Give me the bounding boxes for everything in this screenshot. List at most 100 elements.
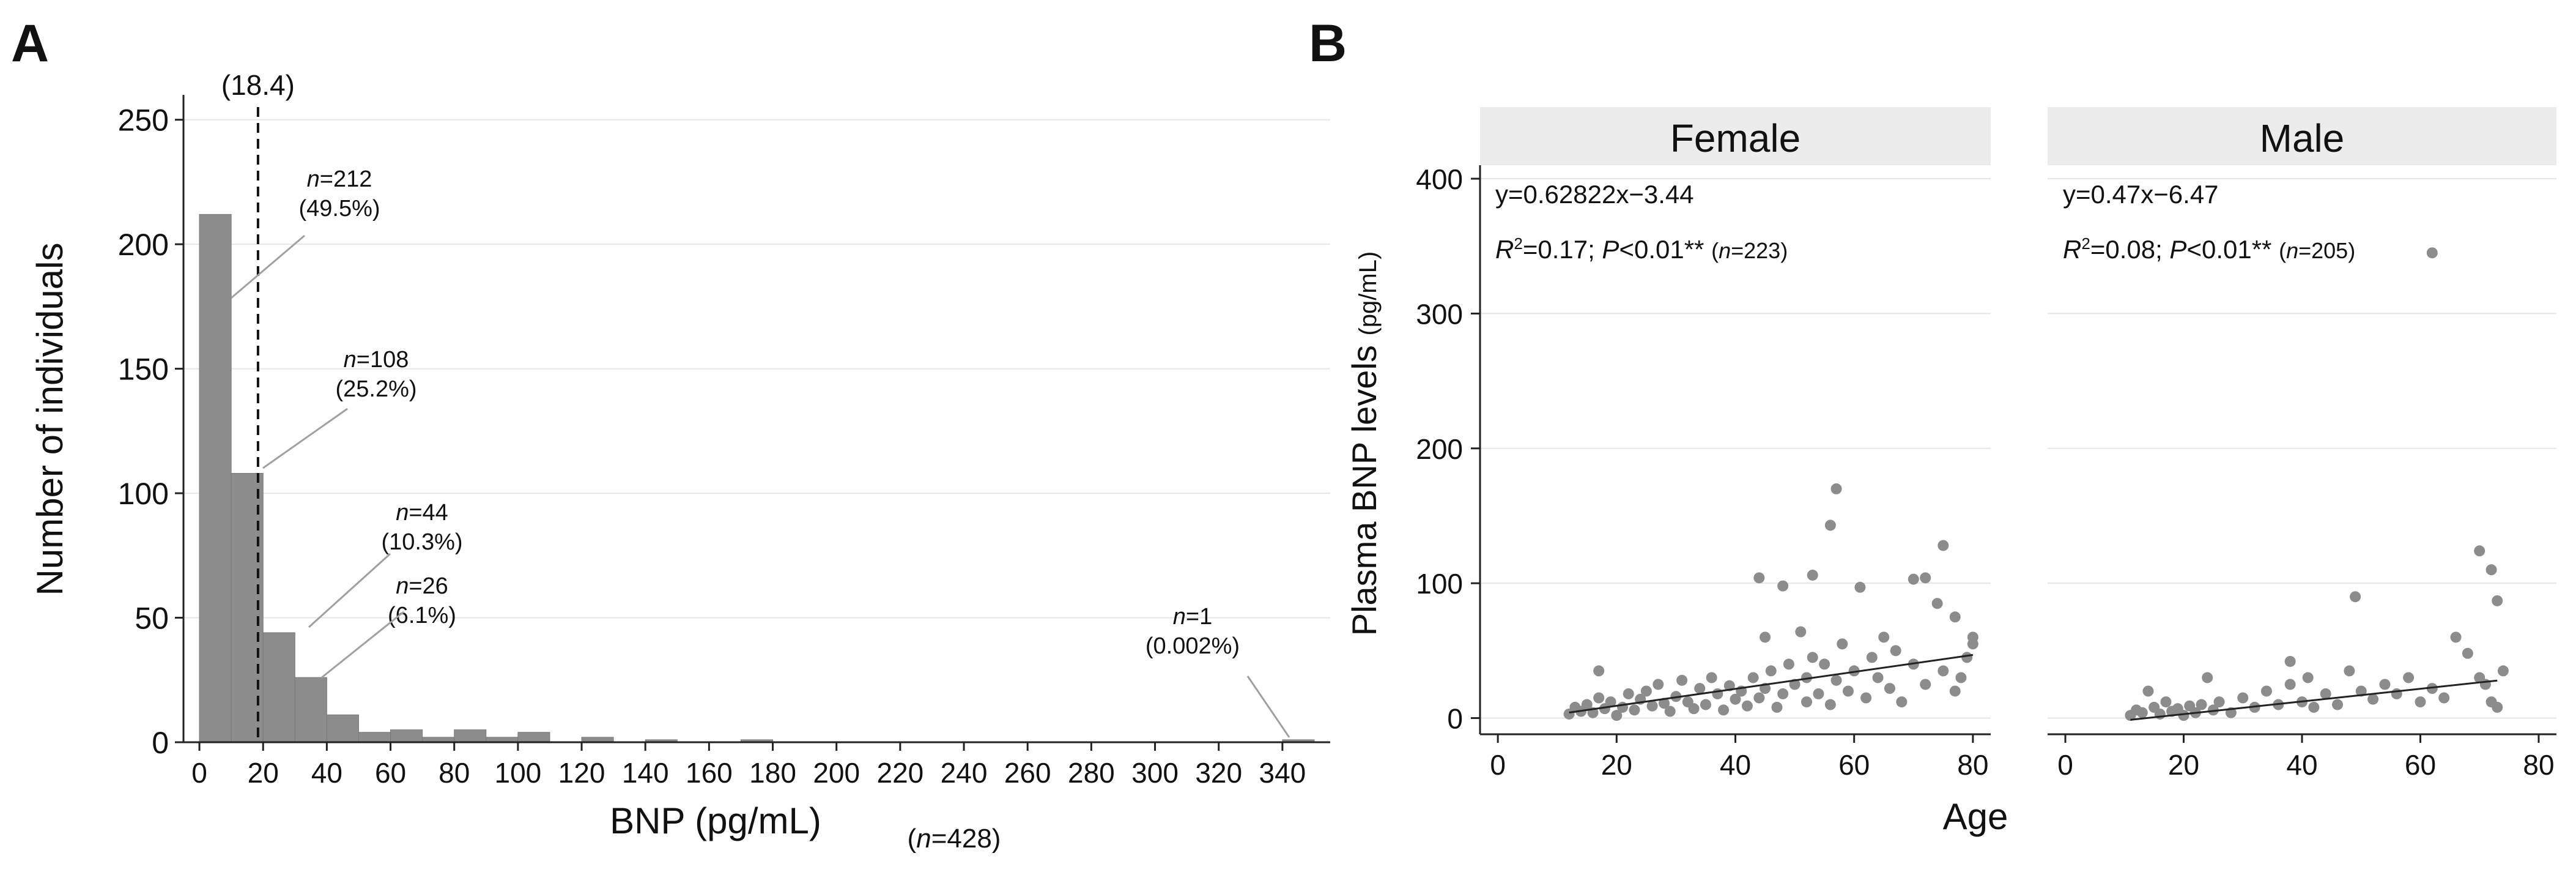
x-tick-label: 220 (877, 757, 924, 789)
data-point (1694, 683, 1706, 694)
data-point (2474, 545, 2485, 557)
data-point (2213, 696, 2225, 708)
y-tick-label: 250 (118, 103, 169, 138)
data-point (2426, 247, 2438, 259)
data-point (2485, 564, 2497, 576)
x-tick-label: 280 (1068, 757, 1115, 789)
data-point (1848, 665, 1860, 677)
data-point (2237, 692, 2249, 704)
data-point (1884, 683, 1895, 694)
data-point (1664, 706, 1676, 717)
data-point (2207, 704, 2219, 716)
y-tick-label: 300 (1416, 298, 1463, 330)
data-point (1955, 672, 1967, 683)
data-point (1890, 645, 1901, 657)
data-point (1908, 573, 1919, 585)
x-tick-label: 140 (622, 757, 669, 789)
scatter-panels: Female 0 20 40 60 80 y=0.62822x−3.44 R2=0.17; P… (1480, 107, 2556, 781)
data-point (2379, 679, 2391, 690)
data-point (1967, 631, 1978, 643)
annotation-count: n=1 (1173, 604, 1212, 630)
data-point (2462, 647, 2473, 659)
data-point (1920, 572, 1931, 584)
data-point (1753, 572, 1765, 584)
x-tick-label: 240 (941, 757, 988, 789)
x-tick-label: 120 (558, 757, 605, 789)
histogram-gridlines (183, 119, 1330, 619)
data-point (2202, 672, 2213, 683)
data-point (1872, 672, 1884, 683)
y-tick-label: 200 (1416, 433, 1463, 465)
data-point (2320, 688, 2331, 699)
histogram-bar (454, 729, 487, 743)
y-tick-label: 400 (1416, 163, 1463, 195)
x-tick-label: 300 (1131, 757, 1179, 789)
x-tick-label: 60 (1838, 749, 1870, 781)
y-tick-label: 50 (135, 601, 169, 636)
data-point (1753, 692, 1765, 704)
data-point (1961, 652, 1973, 663)
annotation-percent: (10.3%) (381, 529, 462, 555)
data-point (1824, 519, 1836, 531)
histogram-bar (326, 714, 359, 743)
data-point (1949, 611, 1961, 623)
data-point (1807, 652, 1818, 663)
data-point (1938, 540, 1949, 551)
data-point (2196, 699, 2207, 710)
annotation-count: n=26 (396, 573, 448, 599)
data-point (2492, 701, 2503, 713)
data-point (1653, 679, 1664, 690)
scatter-y-axis: 0 100 200 300 400 (1416, 163, 1481, 735)
annotation-count: n=44 (396, 500, 448, 526)
data-point (1920, 679, 1931, 690)
histogram-bars (199, 214, 1315, 743)
y-tick-label: 150 (118, 352, 169, 387)
annotation-leader (308, 553, 391, 628)
data-point (1949, 685, 1961, 697)
x-tick-label: 80 (439, 757, 470, 789)
annotation-leader (1246, 676, 1290, 738)
data-point (1593, 692, 1605, 704)
data-point (2308, 701, 2320, 713)
x-tick-label: 160 (686, 757, 733, 789)
data-point (1878, 631, 1890, 643)
data-point (2350, 591, 2361, 603)
x-tick-label: 0 (191, 757, 207, 789)
data-point (1640, 685, 1652, 697)
histogram-axes: 0 50 100 150 200 250 0 20 40 60 80 100 120 140 160 180 2… (118, 95, 1330, 789)
data-point (1706, 672, 1717, 683)
histogram-bar (358, 732, 391, 743)
data-point (2450, 631, 2462, 643)
data-point (1688, 703, 1700, 715)
annotation-percent: (0.002%) (1146, 633, 1240, 659)
data-point (2178, 710, 2189, 721)
facet-title: Female (1670, 116, 1801, 160)
x-tick-label: 20 (2168, 749, 2199, 781)
scatter-x-axis-label: Age (1943, 796, 2008, 837)
x-tick-label: 260 (1004, 757, 1051, 789)
data-point (1629, 704, 1640, 716)
data-point (2403, 672, 2415, 683)
x-tick-label: 180 (749, 757, 796, 789)
x-tick-label: 0 (2057, 749, 2073, 781)
scatter-chart: Female 0 20 40 60 80 y=0.62822x−3.44 R2=0.17; P… (1345, 107, 2556, 837)
histogram-bar (262, 632, 295, 743)
histogram-bar (199, 214, 232, 743)
data-point (1741, 700, 1753, 712)
data-point (1931, 598, 1943, 609)
data-point (1718, 704, 1730, 716)
data-point (1623, 688, 1634, 699)
regression-stats: R2=0.08; P<0.01** (n=205) (2063, 234, 2355, 264)
data-point (1824, 699, 1836, 710)
histogram-x-axis-label: BNP (pg/mL) (610, 800, 821, 841)
x-tick-label: 40 (311, 757, 342, 789)
data-point (2160, 696, 2172, 708)
data-point (1813, 688, 1824, 699)
data-point (2344, 665, 2355, 677)
annotation-leader (231, 234, 305, 299)
data-point (1830, 674, 1842, 686)
x-tick-label: 200 (813, 757, 860, 789)
histogram-y-axis-label: Number of individuals (29, 243, 70, 596)
y-tick-label: 0 (152, 726, 169, 760)
